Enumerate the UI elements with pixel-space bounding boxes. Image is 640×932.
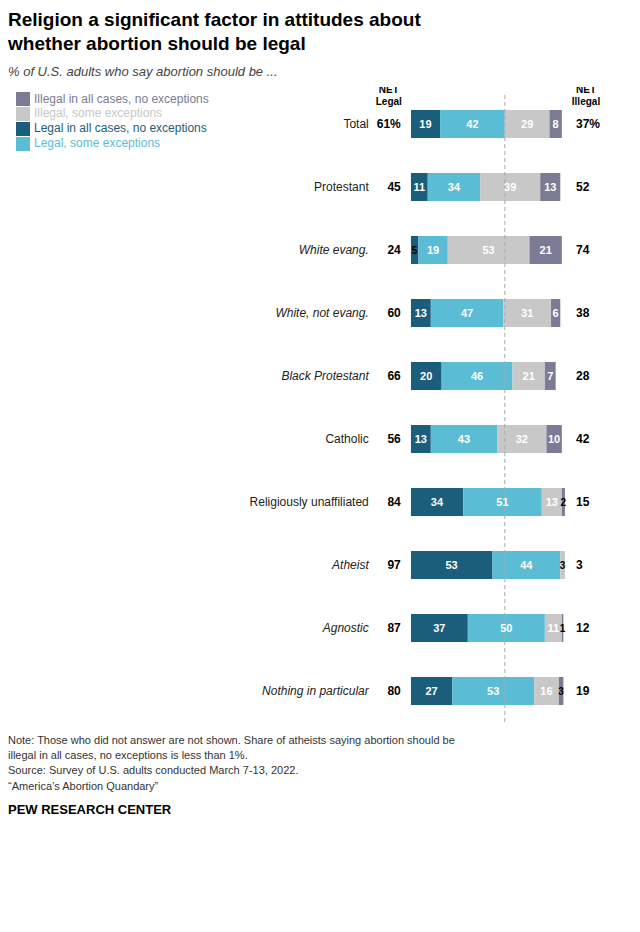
svg-text:50: 50 (500, 622, 512, 634)
svg-text:53: 53 (446, 559, 458, 571)
svg-text:13: 13 (415, 433, 427, 445)
svg-text:21: 21 (523, 370, 535, 382)
svg-text:19: 19 (576, 683, 590, 697)
svg-text:Illegal: Illegal (572, 96, 601, 107)
svg-text:56: 56 (387, 431, 401, 445)
svg-text:44: 44 (520, 559, 533, 571)
svg-text:39: 39 (504, 181, 516, 193)
svg-text:34: 34 (431, 496, 444, 508)
svg-text:7: 7 (547, 370, 553, 382)
svg-text:11: 11 (548, 622, 560, 634)
svg-text:3: 3 (558, 685, 564, 696)
svg-text:45: 45 (387, 179, 401, 193)
svg-text:NET: NET (379, 87, 399, 95)
svg-text:61%: 61% (377, 116, 401, 130)
html-text:Illegal in all cases, no excep: Illegal in all cases, no exceptions (34, 91, 209, 106)
svg-text:53: 53 (487, 685, 499, 697)
svg-text:32: 32 (516, 433, 528, 445)
svg-text:Religiously unaffiliated: Religiously unaffiliated (250, 494, 369, 508)
svg-text:White evang.: White evang. (299, 242, 369, 256)
svg-text:12: 12 (576, 620, 590, 634)
svg-text:Legal: Legal (376, 96, 402, 107)
svg-text:52: 52 (576, 179, 590, 193)
html-text:Legal in all cases, no excepti: Legal in all cases, no exceptions (34, 121, 207, 136)
svg-text:28: 28 (576, 368, 590, 382)
svg-text:29: 29 (521, 118, 533, 130)
svg-text:20: 20 (420, 370, 432, 382)
svg-text:84: 84 (387, 494, 401, 508)
html-text:Illegal, some exceptions: Illegal, some exceptions (34, 106, 163, 121)
svg-text:21: 21 (540, 244, 552, 256)
svg-text:8: 8 (553, 118, 559, 130)
svg-text:13: 13 (546, 496, 558, 508)
svg-text:60: 60 (387, 305, 401, 319)
svg-text:Catholic: Catholic (325, 431, 368, 445)
svg-text:11: 11 (413, 181, 425, 193)
svg-text:37: 37 (433, 622, 445, 634)
svg-text:42: 42 (466, 118, 478, 130)
svg-text:53: 53 (482, 244, 494, 256)
svg-text:3: 3 (560, 559, 566, 570)
svg-text:13: 13 (415, 307, 427, 319)
svg-text:31: 31 (521, 307, 533, 319)
svg-text:3: 3 (576, 557, 583, 571)
svg-text:NET: NET (576, 87, 596, 95)
svg-text:Black Protestant: Black Protestant (281, 368, 369, 382)
svg-text:43: 43 (458, 433, 470, 445)
html-text:Legal, some exceptions: Legal, some exceptions (34, 136, 161, 150)
html-text:% of U.S. adults who say abort: % of U.S. adults who say abortion should… (8, 63, 278, 79)
svg-text:51: 51 (496, 496, 508, 508)
svg-text:46: 46 (471, 370, 483, 382)
svg-text:37%: 37% (576, 116, 600, 130)
svg-text:2: 2 (561, 496, 567, 507)
svg-text:34: 34 (448, 181, 461, 193)
svg-text:16: 16 (540, 685, 552, 697)
svg-text:27: 27 (425, 685, 437, 697)
html-text:Note: Those who did not answer: Note: Those who did not answer are not s… (8, 733, 455, 792)
svg-text:47: 47 (461, 307, 473, 319)
svg-text:74: 74 (576, 242, 590, 256)
svg-text:24: 24 (387, 242, 401, 256)
svg-text:6: 6 (553, 307, 559, 319)
svg-text:80: 80 (387, 683, 401, 697)
svg-text:15: 15 (576, 494, 590, 508)
svg-text:Total: Total (343, 116, 368, 130)
svg-text:42: 42 (576, 431, 590, 445)
svg-text:Nothing in particular: Nothing in particular (262, 683, 370, 697)
svg-text:Protestant: Protestant (314, 179, 369, 193)
svg-text:38: 38 (576, 305, 590, 319)
svg-text:Atheist: Atheist (331, 557, 369, 571)
svg-text:87: 87 (387, 620, 401, 634)
svg-text:Agnostic: Agnostic (322, 620, 369, 634)
svg-text:10: 10 (548, 433, 560, 445)
svg-text:13: 13 (544, 181, 556, 193)
svg-text:66: 66 (387, 368, 401, 382)
svg-text:19: 19 (427, 244, 439, 256)
svg-text:5: 5 (412, 244, 418, 255)
svg-text:White, not evang.: White, not evang. (275, 305, 368, 319)
html-text:PEW RESEARCH CENTER: PEW RESEARCH CENTER (8, 802, 172, 818)
svg-text:19: 19 (419, 118, 431, 130)
svg-text:97: 97 (387, 557, 401, 571)
svg-text:1: 1 (560, 622, 566, 633)
html-text:Religion a significant factor: Religion a significant factor in attitud… (8, 9, 421, 54)
